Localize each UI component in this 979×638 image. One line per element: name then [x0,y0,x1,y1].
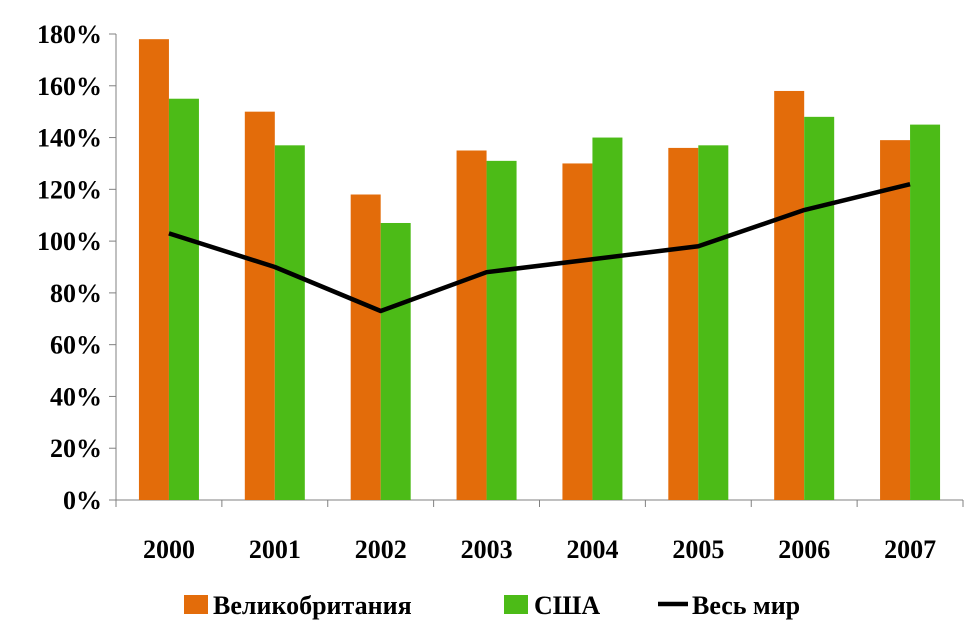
y-tick-label: 180% [37,20,102,49]
bar-uk-2000 [138,39,169,501]
bar-uk-2006 [774,90,805,500]
legend: Великобритания США Весь мир [184,591,800,620]
bars [138,39,941,501]
bar-usa-2006 [804,116,835,500]
bar-uk-2004 [562,163,593,500]
y-tick-label: 20% [50,434,102,463]
x-tick-label: 2003 [461,535,513,564]
x-tick-label: 2004 [566,535,618,564]
x-tick-label: 2000 [143,535,195,564]
bar-uk-2001 [244,111,275,501]
y-tick-labels: 0% 20% 40% 60% 80% 100% 120% 140% 160% 180% [37,20,102,515]
legend-label-usa: США [534,591,600,620]
legend-label-uk: Великобритания [213,591,412,620]
x-tick-label: 2006 [778,535,830,564]
bar-uk-2007 [880,140,911,500]
x-tick-label: 2001 [249,535,301,564]
y-tick-label: 80% [50,279,102,308]
x-tick-label: 2002 [355,535,407,564]
y-tick-label: 100% [37,227,102,256]
bar-uk-2002 [350,194,381,500]
x-tick-label: 2007 [884,535,936,564]
bar-usa-2000 [168,98,199,500]
y-tick-label: 120% [37,175,102,204]
bar-usa-2007 [910,124,941,500]
y-tick-label: 0% [63,486,102,515]
y-tick-label: 160% [37,72,102,101]
x-tick-labels: 2000 2001 2002 2003 2004 2005 2006 2007 [143,535,936,564]
line-world [168,181,911,314]
y-tick-label: 60% [50,331,102,360]
bar-usa-2005 [698,145,729,501]
y-tick-label: 40% [50,382,102,411]
bar-uk-2003 [456,150,487,500]
legend-swatch-usa [504,595,528,614]
legend-swatch-uk [184,595,208,614]
bar-uk-2005 [668,147,699,500]
chart-axes [109,33,964,507]
bar-usa-2004 [592,137,623,501]
legend-label-world: Весь мир [692,591,800,620]
y-tick-label: 140% [37,124,102,153]
line-series [168,181,911,314]
bar-usa-2001 [274,145,305,501]
bar-usa-2003 [486,160,517,500]
bar-usa-2002 [380,222,411,500]
x-tick-label: 2005 [672,535,724,564]
